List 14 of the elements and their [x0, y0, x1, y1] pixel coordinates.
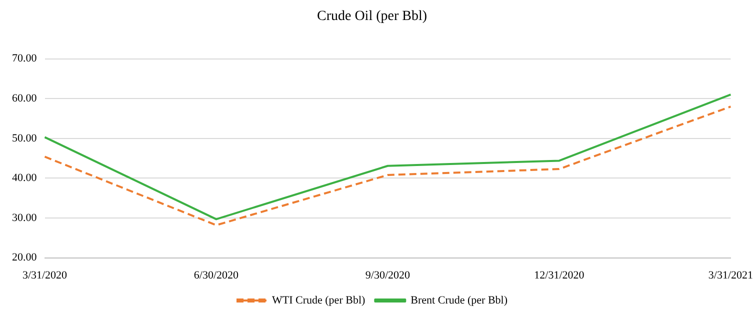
legend-label: Brent Crude (per Bbl) [410, 294, 508, 306]
y-tick-label: 70.00 [12, 52, 38, 65]
x-tick-label: 3/31/2020 [22, 269, 68, 282]
chart-title: Crude Oil (per Bbl) [316, 9, 428, 24]
y-tick-label: 20.00 [12, 252, 38, 264]
y-tick-label: 60.00 [12, 92, 38, 104]
x-tick-label: 6/30/2020 [194, 269, 240, 282]
y-tick-label: 30.00 [12, 212, 38, 224]
x-tick-label: 3/31/2021 [708, 269, 754, 282]
y-tick-label: 40.00 [12, 172, 38, 184]
x-tick-label: 9/30/2020 [365, 269, 411, 282]
x-tick-label: 12/31/2020 [534, 269, 585, 282]
y-tick-label: 50.00 [12, 132, 38, 144]
legend-label: WTI Crude (per Bbl) [272, 294, 366, 306]
